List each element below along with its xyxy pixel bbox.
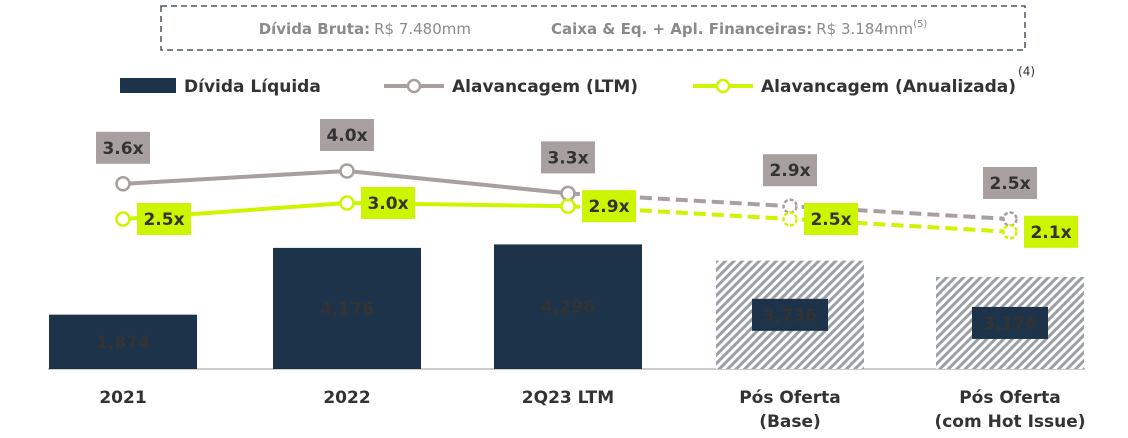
notes-box bbox=[160, 5, 1026, 51]
point bbox=[560, 198, 576, 214]
point bbox=[115, 211, 131, 227]
point bbox=[1002, 211, 1018, 227]
value-label: 2.9x bbox=[769, 161, 810, 181]
value-label-box bbox=[320, 119, 374, 151]
value-label-box bbox=[763, 154, 817, 187]
value-label: 2.5x bbox=[810, 210, 851, 230]
value-label-box bbox=[1024, 215, 1078, 248]
point bbox=[339, 195, 355, 211]
bar-label: 1,874 bbox=[96, 333, 150, 353]
point bbox=[115, 176, 131, 192]
x-tick-label: 2021 bbox=[99, 388, 146, 408]
bar-label-box bbox=[752, 298, 828, 331]
bar-label-box bbox=[972, 306, 1048, 339]
x-tick-label: 2Q23 LTM bbox=[522, 388, 614, 408]
value-label: 2.1x bbox=[1030, 223, 1071, 243]
point bbox=[782, 198, 798, 214]
x-tick-label: (Base) bbox=[759, 412, 821, 432]
bar-label: 3,736 bbox=[763, 306, 817, 326]
point bbox=[1002, 224, 1018, 240]
legend-swatch bbox=[120, 78, 176, 93]
point bbox=[782, 211, 798, 227]
value-label: 2.9x bbox=[588, 197, 629, 217]
value-label-box bbox=[541, 141, 595, 174]
point bbox=[339, 163, 355, 179]
value-label: 2.5x bbox=[989, 174, 1030, 194]
value-label-box bbox=[96, 131, 150, 164]
value-label-box bbox=[582, 190, 636, 223]
x-tick-label: (com Hot Issue) bbox=[934, 412, 1085, 432]
point bbox=[560, 185, 576, 202]
value-label: 3.6x bbox=[102, 139, 143, 159]
bar-label: 4,296 bbox=[541, 298, 595, 318]
bar-label: 4,176 bbox=[320, 299, 374, 319]
value-label: 3.3x bbox=[547, 148, 588, 168]
value-label: 3.0x bbox=[367, 194, 408, 214]
x-tick-label: Pós Oferta bbox=[739, 388, 841, 408]
notes: Dívida Bruta: R$ 7.480mm Caixa & Eq. + Apl… bbox=[259, 19, 928, 38]
bar bbox=[49, 314, 197, 369]
value-label-box bbox=[983, 167, 1037, 199]
legend-label: Alavancagem (Anualizada) bbox=[761, 77, 1016, 97]
value-label: 2.5x bbox=[143, 210, 184, 230]
value-label-box bbox=[361, 187, 415, 219]
legend-label: Alavancagem (LTM) bbox=[452, 77, 638, 97]
legend-marker bbox=[406, 78, 422, 94]
x-tick-label: 2022 bbox=[323, 388, 370, 408]
value-label: 4.0x bbox=[326, 126, 367, 146]
legend-footnote: (4) bbox=[1018, 65, 1035, 79]
bar bbox=[273, 247, 421, 369]
bar-label: 3,176 bbox=[983, 314, 1037, 334]
legend-label: Dívida Líquida bbox=[184, 77, 321, 97]
value-label-box bbox=[137, 203, 191, 235]
x-tick-label: Pós Oferta bbox=[959, 388, 1061, 408]
legend-marker bbox=[715, 78, 731, 94]
bar bbox=[494, 244, 642, 369]
value-label-box bbox=[804, 203, 858, 235]
